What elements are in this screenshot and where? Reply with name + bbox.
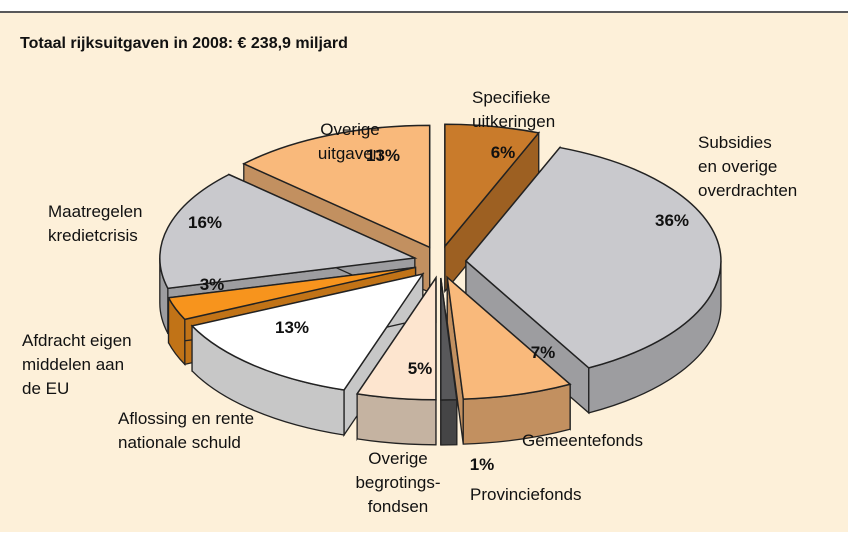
category-label-line: Aflossing en rente xyxy=(118,409,254,428)
value-label: 13% xyxy=(275,318,309,337)
category-label-line: Specifieke xyxy=(472,88,550,107)
value-label: 7% xyxy=(531,343,556,362)
category-label: Afdracht eigen middelen aan de EU xyxy=(22,331,132,398)
category-label-line: fondsen xyxy=(368,497,429,516)
category-label-line: Provinciefonds xyxy=(470,485,582,504)
slice xyxy=(444,123,541,249)
value-label: 1% xyxy=(470,455,495,474)
category-label-line: uitkeringen xyxy=(472,112,555,131)
category-label-line: Maatregelen xyxy=(48,202,143,221)
category-label-line: Subsidies xyxy=(698,133,772,152)
category-label-line: uitgaven xyxy=(318,144,382,163)
category-label-line: Overige xyxy=(368,449,428,468)
category-label: Subsidies en overige overdrachten xyxy=(698,133,797,200)
value-label: 5% xyxy=(408,359,433,378)
slice xyxy=(190,272,425,391)
slice-tops xyxy=(159,123,722,401)
category-label-line: kredietcrisis xyxy=(48,226,138,245)
category-label: Specifieke uitkeringen xyxy=(472,88,555,131)
category-label-line: Overige xyxy=(320,120,380,139)
category-label-line: Gemeentefonds xyxy=(522,431,643,450)
category-label-line: begrotings- xyxy=(355,473,440,492)
category-label-line: nationale schuld xyxy=(118,433,241,452)
slice xyxy=(464,146,722,369)
category-label-line: Afdracht eigen xyxy=(22,331,132,350)
slice xyxy=(355,275,437,401)
category-label-line: middelen aan xyxy=(22,355,124,374)
chart-title: Totaal rijksuitgaven in 2008: € 238,9 mi… xyxy=(20,35,348,52)
category-label: Overige begrotings-fondsen xyxy=(355,449,440,516)
category-label-line: overdrachten xyxy=(698,181,797,200)
slice xyxy=(167,266,416,321)
slice-outer-wall xyxy=(440,399,458,446)
value-label: 13% xyxy=(366,146,400,165)
category-label: Overige uitgaven xyxy=(318,120,382,163)
value-label: 36% xyxy=(655,211,689,230)
category-label: Aflossing en rente nationale schuld xyxy=(118,409,254,452)
slice xyxy=(446,275,572,400)
category-label-line: de EU xyxy=(22,379,69,398)
slice xyxy=(440,277,458,401)
value-label: 16% xyxy=(188,213,222,232)
value-label: 3% xyxy=(200,275,225,294)
category-label: Maatregelen kredietcrisis xyxy=(48,202,143,245)
slice xyxy=(242,124,431,249)
category-label: Gemeentefonds xyxy=(522,431,643,450)
labels: 6% Specifieke uitkeringen 36% Subsidies en ov… xyxy=(22,88,797,516)
category-label: Provinciefonds xyxy=(470,485,582,504)
value-label: 6% xyxy=(491,143,516,162)
category-label-line: en overige xyxy=(698,157,777,176)
slice-outer-wall xyxy=(356,393,437,446)
slice xyxy=(159,173,418,290)
